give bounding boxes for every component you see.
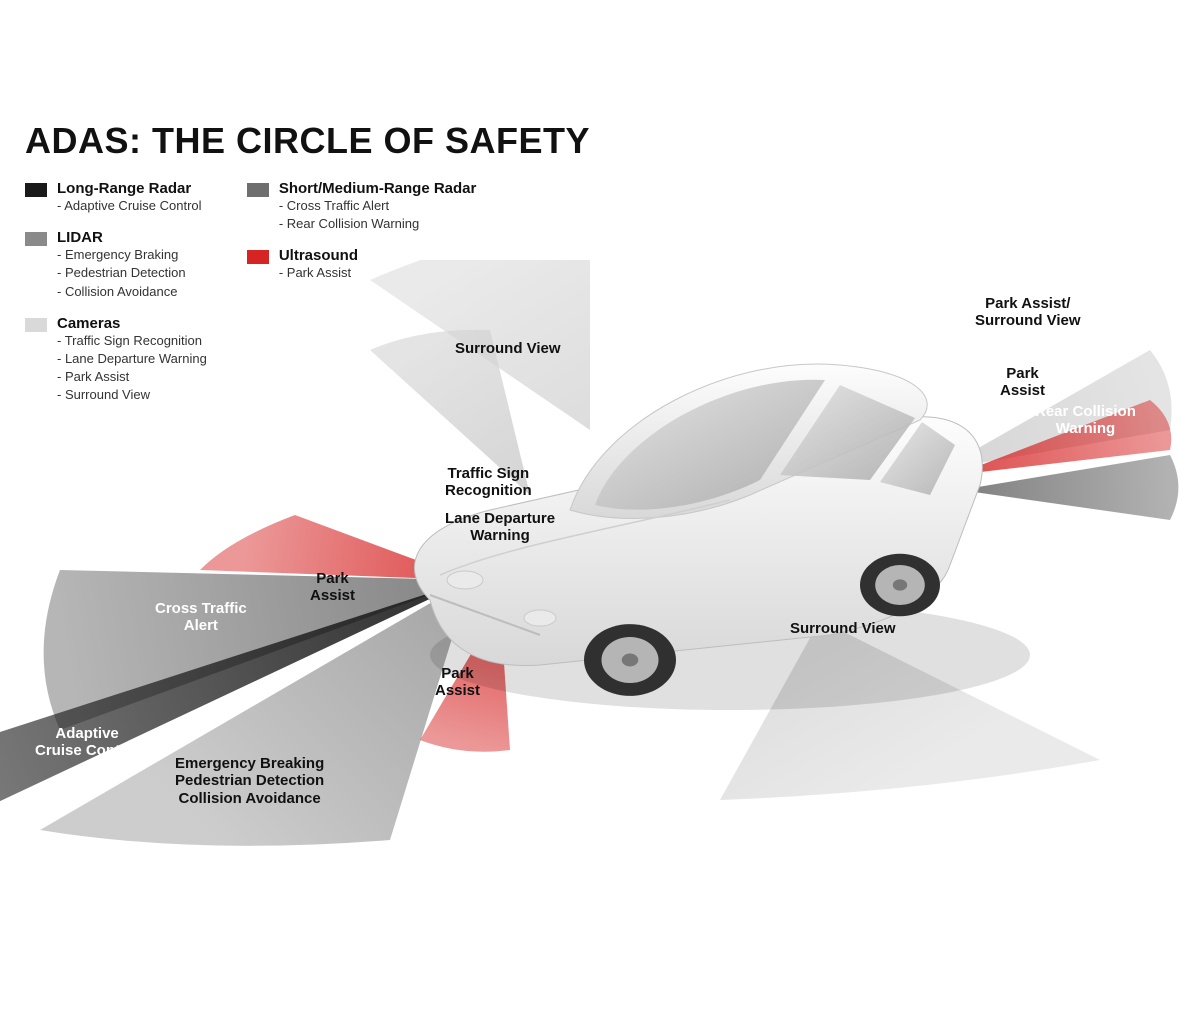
legend-swatch [25,183,47,197]
label-park_surround_rear_lbl: Park Assist/ Surround View [975,295,1081,330]
page-title: ADAS: THE CIRCLE OF SAFETY [25,120,590,162]
diagram: Surround View Traffic Sign Recognition Lan… [0,260,1179,900]
legend-sub: - Adaptive Cruise Control [57,197,202,215]
legend-sub: - Rear Collision Warning [279,215,477,233]
page: ADAS: THE CIRCLE OF SAFETY Long-Range Ra… [0,0,1179,1036]
legend-swatch [247,183,269,197]
label-park_assist_fl: Park Assist [310,570,355,605]
label-rear_collision_lbl: Rear Collision Warning [1035,403,1136,438]
legend-item: Short/Medium-Range Radar- Cross Traffic … [247,180,477,233]
label-traffic_sign: Traffic Sign Recognition [445,465,532,500]
legend-item: Long-Range Radar- Adaptive Cruise Contro… [25,180,207,215]
label-lane_departure: Lane Departure Warning [445,510,555,545]
legend-swatch [25,232,47,246]
label-park_assist_rear: Park Assist [1000,365,1045,400]
label-park_assist_fr: Park Assist [435,665,480,700]
label-cross_traffic_lbl: Cross Traffic Alert [155,600,247,635]
label-lidar_block: Emergency Breaking Pedestrian Detection … [175,755,324,807]
label-surround_view_top: Surround View [455,340,561,357]
legend-name: LIDAR [57,229,186,246]
legend-name: Short/Medium-Range Radar [279,180,477,197]
legend-sub: - Cross Traffic Alert [279,197,477,215]
label-surround_view_bottom: Surround View [790,620,896,637]
legend-name: Long-Range Radar [57,180,202,197]
label-adaptive_cruise: Adaptive Cruise Control [35,725,139,760]
